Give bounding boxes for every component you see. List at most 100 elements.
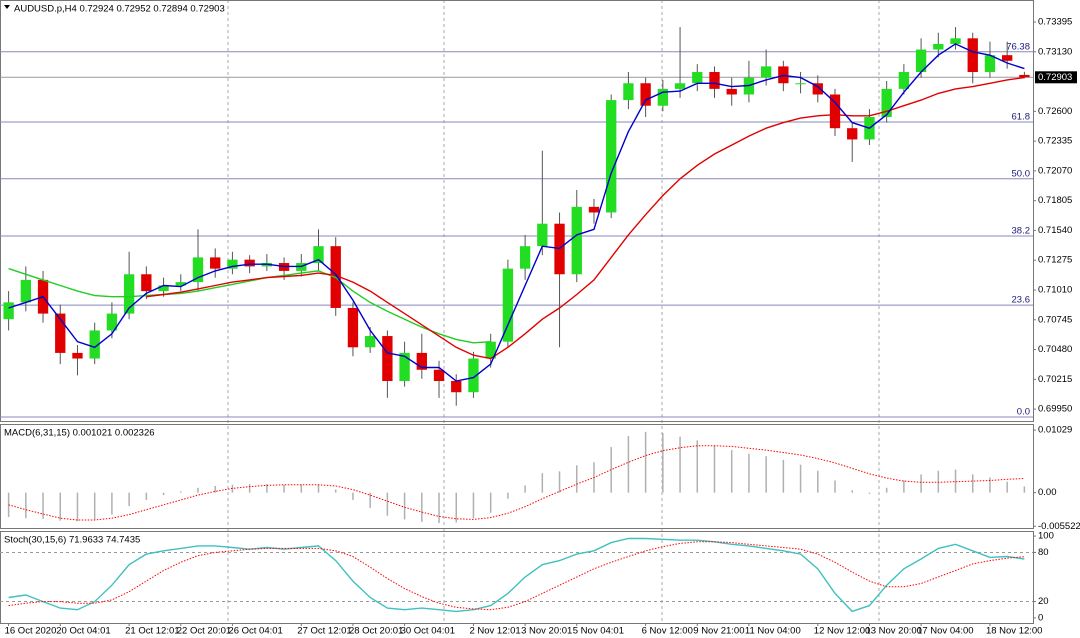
candle-body: [674, 83, 686, 89]
candle-body: [657, 88, 669, 106]
fib-label: 38.2: [1012, 226, 1031, 237]
candle-body: [106, 313, 118, 331]
fib-label: 23.6: [1012, 295, 1031, 306]
indicator-line: [8, 537, 1025, 613]
candle-body: [20, 279, 31, 303]
x-tick-label: 17 Nov 04:00: [917, 626, 974, 637]
macd-frame: [0, 424, 1034, 529]
candle-body: [933, 43, 944, 50]
candle-body: [502, 268, 514, 342]
fib-label: 76.38: [1006, 41, 1030, 52]
panel-title: MACD(6,31,15) 0.001021 0.002326: [4, 428, 155, 439]
x-tick-label: 12 Nov 12:00: [814, 626, 871, 637]
x-tick-label: 30 Oct 04:01: [401, 626, 455, 637]
main-frame: [0, 0, 1034, 422]
panel-title: AUDUSD.p,H4 0.72924 0.72952 0.72894 0.72…: [14, 4, 225, 15]
candle-body: [433, 369, 445, 382]
y-tick-label: 0.69950: [1038, 404, 1072, 415]
candle-body: [141, 274, 152, 292]
menu-arrow[interactable]: [4, 5, 10, 9]
y-tick-label: 0.72600: [1038, 106, 1072, 117]
indicator-line: [8, 43, 1025, 382]
y-tick-label: 0.71540: [1038, 225, 1072, 236]
x-tick-label: 6 Nov 12:00: [642, 626, 693, 637]
candle-body: [1002, 55, 1013, 61]
candle-body: [451, 381, 462, 393]
fib-label: 50.0: [1012, 168, 1031, 179]
candle-body: [709, 72, 720, 89]
x-tick-label: 21 Oct 12:01: [125, 626, 179, 637]
x-tick-label: 26 Oct 04:01: [228, 626, 282, 637]
candle-body: [123, 274, 135, 314]
candle-body: [175, 282, 186, 286]
x-tick-label: 3 Nov 20:01: [521, 626, 572, 637]
x-tick-label: 5 Nov 04:01: [573, 626, 624, 637]
candle-body: [313, 246, 324, 264]
candle-body: [760, 66, 772, 78]
candle-body: [72, 352, 83, 359]
candle-body: [898, 72, 910, 89]
candle-body: [692, 72, 703, 84]
x-tick-label: 11 Nov 04:00: [745, 626, 801, 637]
candle-body: [881, 88, 892, 117]
y-tick-label: 0.73395: [1038, 17, 1072, 28]
candle-body: [89, 330, 100, 359]
y-tick-label: 0.00: [1038, 487, 1057, 498]
x-tick-label: 16 Oct 2020: [5, 626, 57, 637]
candle-body: [847, 128, 858, 140]
fib-label: 61.8: [1012, 112, 1031, 123]
candle-body: [210, 257, 221, 269]
y-tick-label: 0: [1038, 612, 1043, 623]
y-tick-label: 0.72070: [1038, 165, 1072, 176]
candle-body: [606, 100, 617, 213]
candle-body: [192, 257, 204, 283]
candle-body: [623, 83, 634, 101]
candle-body: [967, 38, 978, 73]
candle-body: [244, 259, 255, 267]
x-tick-label: 22 Oct 20:01: [177, 626, 231, 637]
y-tick-label: 0.70215: [1038, 374, 1072, 385]
y-tick-label: 20: [1038, 596, 1049, 607]
indicator-line: [8, 445, 1025, 521]
candle-body: [347, 307, 359, 348]
candle-body: [915, 49, 927, 73]
candle-body: [795, 83, 806, 85]
candle-body: [55, 313, 66, 353]
candle-body: [726, 88, 737, 95]
candle-body: [468, 358, 479, 393]
x-tick-label: 27 Oct 12:01: [297, 626, 351, 637]
x-tick-label: 9 Nov 21:00: [693, 626, 744, 637]
y-tick-label: -0.005522: [1038, 521, 1080, 532]
candle-body: [382, 336, 393, 382]
candle-body: [416, 352, 427, 370]
indicator-line: [8, 267, 491, 344]
y-tick-label: 100: [1038, 531, 1054, 542]
candle-body: [588, 206, 600, 213]
y-tick-label: 0.01029: [1038, 425, 1072, 436]
y-tick-label: 0.73130: [1038, 46, 1072, 57]
candle-body: [399, 352, 410, 382]
y-tick-label: 0.72335: [1038, 136, 1072, 147]
indicator-line: [146, 76, 1025, 360]
x-tick-label: 28 Oct 20:01: [349, 626, 403, 637]
y-tick-label: 0.71010: [1038, 285, 1072, 296]
candle-body: [829, 94, 841, 129]
candle-body: [571, 206, 582, 275]
candle-body: [537, 223, 548, 247]
fib-label: 0.0: [1017, 406, 1030, 417]
indicator-line: [8, 541, 1025, 611]
candle-body: [1019, 74, 1030, 78]
candle-body: [485, 341, 496, 359]
panel-frames: [0, 0, 1034, 624]
candle-body: [158, 285, 169, 292]
panel-title: Stoch(30,15,6) 71.9633 74.7435: [4, 535, 140, 546]
y-tick-label: 0.71275: [1038, 255, 1072, 266]
y-tick-label: 0.71805: [1038, 195, 1072, 206]
last-price-box: [1035, 71, 1077, 84]
x-tick-label: 20 Oct 04:01: [56, 626, 110, 637]
x-tick-label: 2 Nov 12:01: [469, 626, 520, 637]
candle-body: [227, 259, 238, 269]
candle-body: [950, 38, 961, 44]
